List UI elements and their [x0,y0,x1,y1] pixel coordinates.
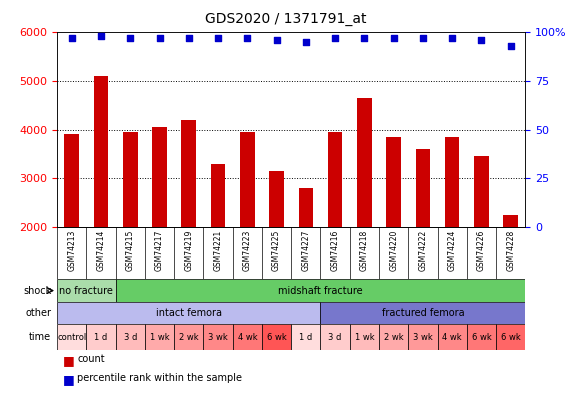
Text: ■: ■ [63,373,75,386]
Point [389,35,398,41]
FancyBboxPatch shape [145,324,174,350]
Text: GSM74214: GSM74214 [96,229,106,271]
FancyBboxPatch shape [115,279,525,302]
Bar [504,215,518,227]
Text: GSM74216: GSM74216 [331,229,340,271]
Text: GSM74220: GSM74220 [389,229,398,271]
Bar [357,98,372,227]
Bar [123,132,138,227]
Bar [445,137,460,227]
Point [360,35,369,41]
FancyBboxPatch shape [86,324,115,350]
Point [214,35,223,41]
Point [477,37,486,43]
Text: GSM74223: GSM74223 [243,229,252,271]
Text: no fracture: no fracture [59,286,113,296]
Bar [387,137,401,227]
Text: 1 d: 1 d [94,333,107,342]
Point [126,35,135,41]
Text: count: count [77,354,104,364]
Point [155,35,164,41]
Text: GSM74225: GSM74225 [272,229,281,271]
Text: 6 wk: 6 wk [501,333,521,342]
FancyBboxPatch shape [467,324,496,350]
Point [419,35,428,41]
Text: shock: shock [23,286,51,296]
Text: 4 wk: 4 wk [238,333,257,342]
Text: midshaft fracture: midshaft fracture [278,286,363,296]
Bar [240,132,255,227]
FancyBboxPatch shape [115,324,145,350]
Text: 1 wk: 1 wk [355,333,374,342]
Text: GSM74217: GSM74217 [155,229,164,271]
FancyBboxPatch shape [203,324,233,350]
Text: other: other [25,308,51,318]
Bar [65,134,79,227]
Point [272,37,281,43]
Text: time: time [29,332,51,342]
FancyBboxPatch shape [379,324,408,350]
Text: GSM74222: GSM74222 [419,229,428,271]
Point [67,35,77,41]
Bar [211,164,226,227]
Text: control: control [57,333,86,342]
FancyBboxPatch shape [349,324,379,350]
Text: GSM74228: GSM74228 [506,229,515,271]
Point [243,35,252,41]
Text: 4 wk: 4 wk [443,333,462,342]
FancyBboxPatch shape [408,324,437,350]
Point [448,35,457,41]
FancyBboxPatch shape [233,324,262,350]
Text: intact femora: intact femora [156,308,222,318]
Text: 3 d: 3 d [123,333,137,342]
Bar [94,76,108,227]
FancyBboxPatch shape [291,324,320,350]
Bar [474,156,489,227]
Text: GSM74224: GSM74224 [448,229,457,271]
FancyBboxPatch shape [320,302,525,324]
Point [184,35,194,41]
Text: 3 d: 3 d [328,333,342,342]
Text: GSM74215: GSM74215 [126,229,135,271]
FancyBboxPatch shape [174,324,203,350]
Bar [328,132,343,227]
FancyBboxPatch shape [262,324,291,350]
Text: ■: ■ [63,354,75,367]
Bar [270,171,284,227]
Text: 2 wk: 2 wk [179,333,199,342]
Text: GSM74221: GSM74221 [214,229,223,271]
Text: GSM74227: GSM74227 [301,229,311,271]
FancyBboxPatch shape [57,279,115,302]
Text: 6 wk: 6 wk [267,333,287,342]
FancyBboxPatch shape [496,324,525,350]
FancyBboxPatch shape [57,302,320,324]
Text: GSM74219: GSM74219 [184,229,194,271]
Text: GSM74226: GSM74226 [477,229,486,271]
Text: 2 wk: 2 wk [384,333,404,342]
Point [331,35,340,41]
Text: fractured femora: fractured femora [381,308,464,318]
FancyBboxPatch shape [320,324,349,350]
Text: GDS2020 / 1371791_at: GDS2020 / 1371791_at [205,12,366,26]
Text: 6 wk: 6 wk [472,333,491,342]
Text: GSM74213: GSM74213 [67,229,77,271]
Bar [182,120,196,227]
FancyBboxPatch shape [437,324,467,350]
Text: 1 wk: 1 wk [150,333,170,342]
Point [506,43,515,49]
Text: 1 d: 1 d [299,333,312,342]
Text: 3 wk: 3 wk [208,333,228,342]
Text: GSM74218: GSM74218 [360,229,369,271]
FancyBboxPatch shape [57,324,86,350]
Point [96,33,106,40]
Bar [299,188,313,227]
Bar [416,149,430,227]
Text: 3 wk: 3 wk [413,333,433,342]
Point [301,39,311,45]
Bar [152,127,167,227]
Text: percentile rank within the sample: percentile rank within the sample [77,373,242,383]
